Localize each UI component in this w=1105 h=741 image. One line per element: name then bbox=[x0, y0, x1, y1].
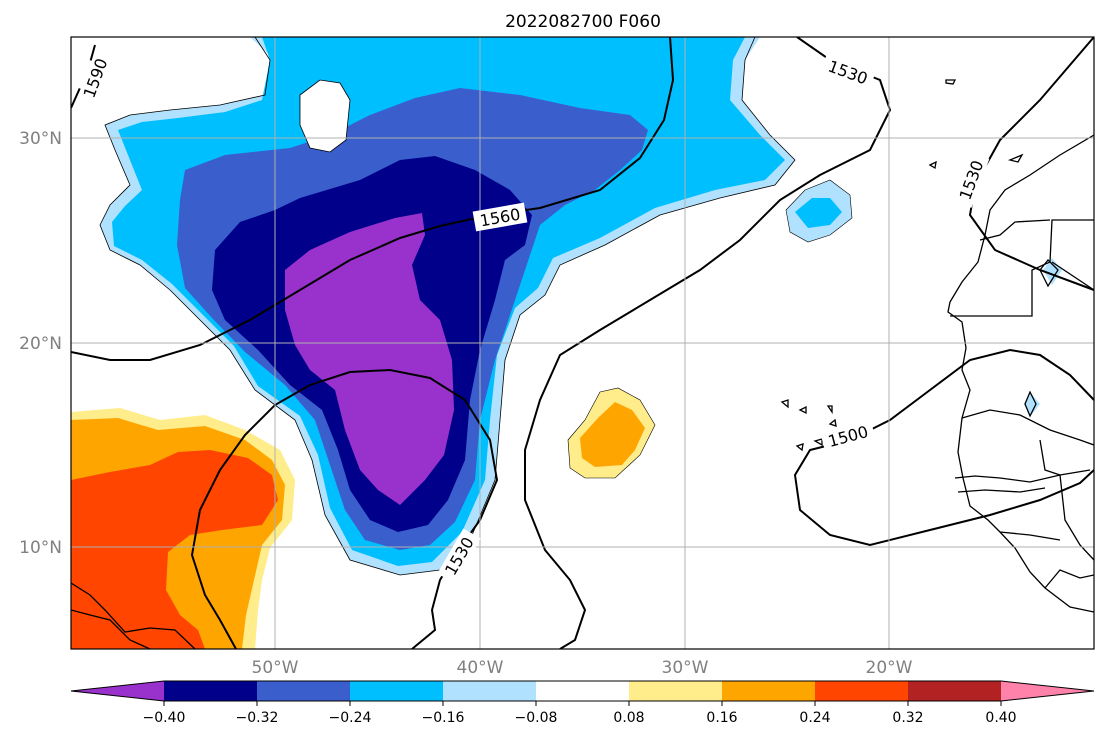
colorbar-tick-label: 0.08 bbox=[613, 710, 644, 726]
coastline-islands bbox=[780, 79, 1059, 452]
colorbar-tick-label: −0.40 bbox=[143, 710, 186, 726]
fill-orange-red bbox=[71, 450, 278, 649]
border-f bbox=[999, 531, 1061, 541]
border-a bbox=[979, 219, 1051, 241]
outer-contour-line bbox=[99, 37, 796, 576]
colorbar-tick-label: 0.32 bbox=[892, 710, 923, 726]
colorbar-segment bbox=[815, 681, 909, 701]
contour-labels: 1590 1530 1560 1530 1530 1500 bbox=[71, 53, 990, 584]
colorbar: −0.40 −0.32 −0.24 −0.16 −0.08 0.08 0.16 0.24 0.3… bbox=[70, 680, 1095, 726]
lat-tick-label: 10°N bbox=[19, 538, 62, 558]
lon-tick-label: 40°W bbox=[457, 658, 504, 678]
figure-title: 2022082700 F060 bbox=[505, 12, 661, 32]
positive-anomaly-field bbox=[71, 387, 656, 649]
border-b bbox=[1051, 261, 1094, 291]
border-e bbox=[957, 487, 1046, 493]
border-d bbox=[954, 469, 1091, 483]
colorbar-tick-label: 0.16 bbox=[706, 710, 737, 726]
colorbar-segment bbox=[350, 681, 444, 701]
lat-tick-label: 30°N bbox=[19, 129, 62, 149]
colorbar-segment bbox=[164, 681, 258, 701]
coastlines bbox=[71, 79, 1094, 649]
colorbar-tick-label: −0.08 bbox=[515, 710, 558, 726]
colorbar-segment bbox=[1001, 681, 1094, 701]
negative-anomaly-field bbox=[99, 37, 1062, 576]
colorbar-tick-label: −0.24 bbox=[329, 710, 372, 726]
colorbar-segment bbox=[536, 681, 630, 701]
coastline-south-america bbox=[71, 582, 196, 649]
border-c bbox=[961, 409, 1094, 446]
colorbar-tick-label: −0.32 bbox=[236, 710, 279, 726]
fill-orange-patch bbox=[580, 402, 645, 467]
colorbar-tick-label: −0.16 bbox=[422, 710, 465, 726]
colorbar-segment bbox=[257, 681, 351, 701]
colorbar-tick-label: 0.24 bbox=[799, 710, 830, 726]
lon-tick-label: 20°W bbox=[866, 658, 913, 678]
border-h bbox=[1044, 569, 1094, 589]
lat-tick-label: 20°N bbox=[19, 334, 62, 354]
map-panel: 1590 1530 1560 1530 1530 1500 50°W 40°W … bbox=[19, 36, 1095, 678]
fill-blue-patch bbox=[795, 198, 842, 228]
coastline-south-america-inland bbox=[71, 609, 151, 649]
colorbar-segment bbox=[722, 681, 816, 701]
colorbar-tick-label: 0.40 bbox=[985, 710, 1016, 726]
fill-white-hole bbox=[299, 79, 351, 153]
colorbar-segment bbox=[443, 681, 537, 701]
border-north-africa bbox=[950, 219, 1094, 317]
fill-dark-orchid bbox=[285, 213, 454, 505]
lon-tick-label: 50°W bbox=[252, 658, 299, 678]
contour-1530-north bbox=[524, 37, 892, 649]
lon-tick-label: 30°W bbox=[662, 658, 709, 678]
contour-1560 bbox=[71, 37, 675, 361]
colorbar-segment bbox=[908, 681, 1002, 701]
map-frame bbox=[70, 36, 1095, 650]
colorbar-segment bbox=[71, 681, 164, 701]
colorbar-segment bbox=[629, 681, 723, 701]
contour-1500 bbox=[793, 348, 1094, 547]
coastline-africa-west bbox=[947, 134, 1094, 613]
graticule bbox=[71, 37, 1094, 649]
